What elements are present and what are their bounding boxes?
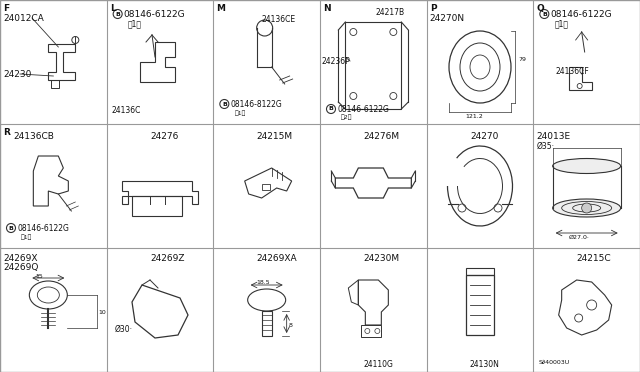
- Text: 24110G: 24110G: [364, 360, 393, 369]
- Text: Ø27.0‧: Ø27.0‧: [569, 235, 589, 240]
- Text: B: B: [115, 12, 120, 16]
- Text: 10: 10: [99, 310, 106, 315]
- Text: 08146-8122G: 08146-8122G: [230, 100, 282, 109]
- Circle shape: [540, 10, 549, 19]
- Text: 24130N: 24130N: [470, 360, 500, 369]
- Text: 24215C: 24215C: [577, 254, 611, 263]
- Text: 121.2: 121.2: [465, 114, 483, 119]
- Text: 24215M: 24215M: [257, 132, 292, 141]
- Text: 24136CB: 24136CB: [13, 132, 54, 141]
- Text: 24269Z: 24269Z: [150, 254, 184, 263]
- Text: 24276: 24276: [150, 132, 179, 141]
- Text: 24013E: 24013E: [536, 132, 570, 141]
- Text: Q: Q: [536, 4, 544, 13]
- Text: M: M: [216, 4, 225, 13]
- Text: S∂40003U: S∂40003U: [538, 360, 570, 365]
- Text: 〈1〉: 〈1〉: [21, 234, 33, 240]
- Text: 24230: 24230: [3, 70, 31, 79]
- Text: B: B: [328, 106, 333, 112]
- Text: B: B: [542, 12, 547, 16]
- Circle shape: [6, 224, 15, 232]
- Text: 15: 15: [35, 274, 43, 279]
- Text: 〈1〉: 〈1〉: [234, 110, 246, 116]
- Text: 〈1〉: 〈1〉: [127, 19, 141, 28]
- Text: 24269Q: 24269Q: [3, 263, 38, 272]
- Text: 24270: 24270: [470, 132, 499, 141]
- Text: F: F: [3, 4, 9, 13]
- Text: 24230M: 24230M: [364, 254, 399, 263]
- Text: 24269X: 24269X: [3, 254, 38, 263]
- Ellipse shape: [553, 199, 621, 217]
- Text: 8: 8: [289, 323, 292, 328]
- Text: 24136CE: 24136CE: [262, 15, 296, 24]
- Text: 24217B: 24217B: [375, 8, 404, 17]
- Text: 24276M: 24276M: [364, 132, 399, 141]
- Text: B: B: [8, 225, 13, 231]
- Text: 79: 79: [518, 57, 526, 62]
- Ellipse shape: [553, 158, 621, 173]
- Circle shape: [326, 105, 335, 113]
- Text: L: L: [109, 4, 115, 13]
- Text: 24236P: 24236P: [322, 57, 351, 66]
- Text: 24270N: 24270N: [429, 14, 465, 23]
- Text: 〈2〉: 〈2〉: [341, 114, 353, 119]
- Text: 18.5: 18.5: [257, 280, 270, 285]
- Text: P: P: [429, 4, 436, 13]
- Text: 24269XA: 24269XA: [257, 254, 298, 263]
- Circle shape: [220, 99, 229, 109]
- Text: 〈1〉: 〈1〉: [554, 19, 568, 28]
- Text: 08146-6122G: 08146-6122G: [550, 10, 612, 19]
- Text: 08146-6122G: 08146-6122G: [337, 105, 389, 114]
- Text: N: N: [323, 4, 331, 13]
- Text: 08146-6122G: 08146-6122G: [17, 224, 69, 233]
- Text: B: B: [222, 102, 227, 106]
- Text: Ø30‧: Ø30‧: [115, 325, 132, 334]
- Text: 08146-6122G: 08146-6122G: [124, 10, 186, 19]
- Circle shape: [113, 10, 122, 19]
- Text: Ø35‧: Ø35‧: [536, 142, 554, 151]
- Text: 24136C: 24136C: [111, 106, 141, 115]
- Text: 24136CF: 24136CF: [556, 67, 589, 76]
- Text: 24012CA: 24012CA: [3, 14, 44, 23]
- Circle shape: [582, 203, 591, 213]
- Text: R: R: [3, 128, 10, 137]
